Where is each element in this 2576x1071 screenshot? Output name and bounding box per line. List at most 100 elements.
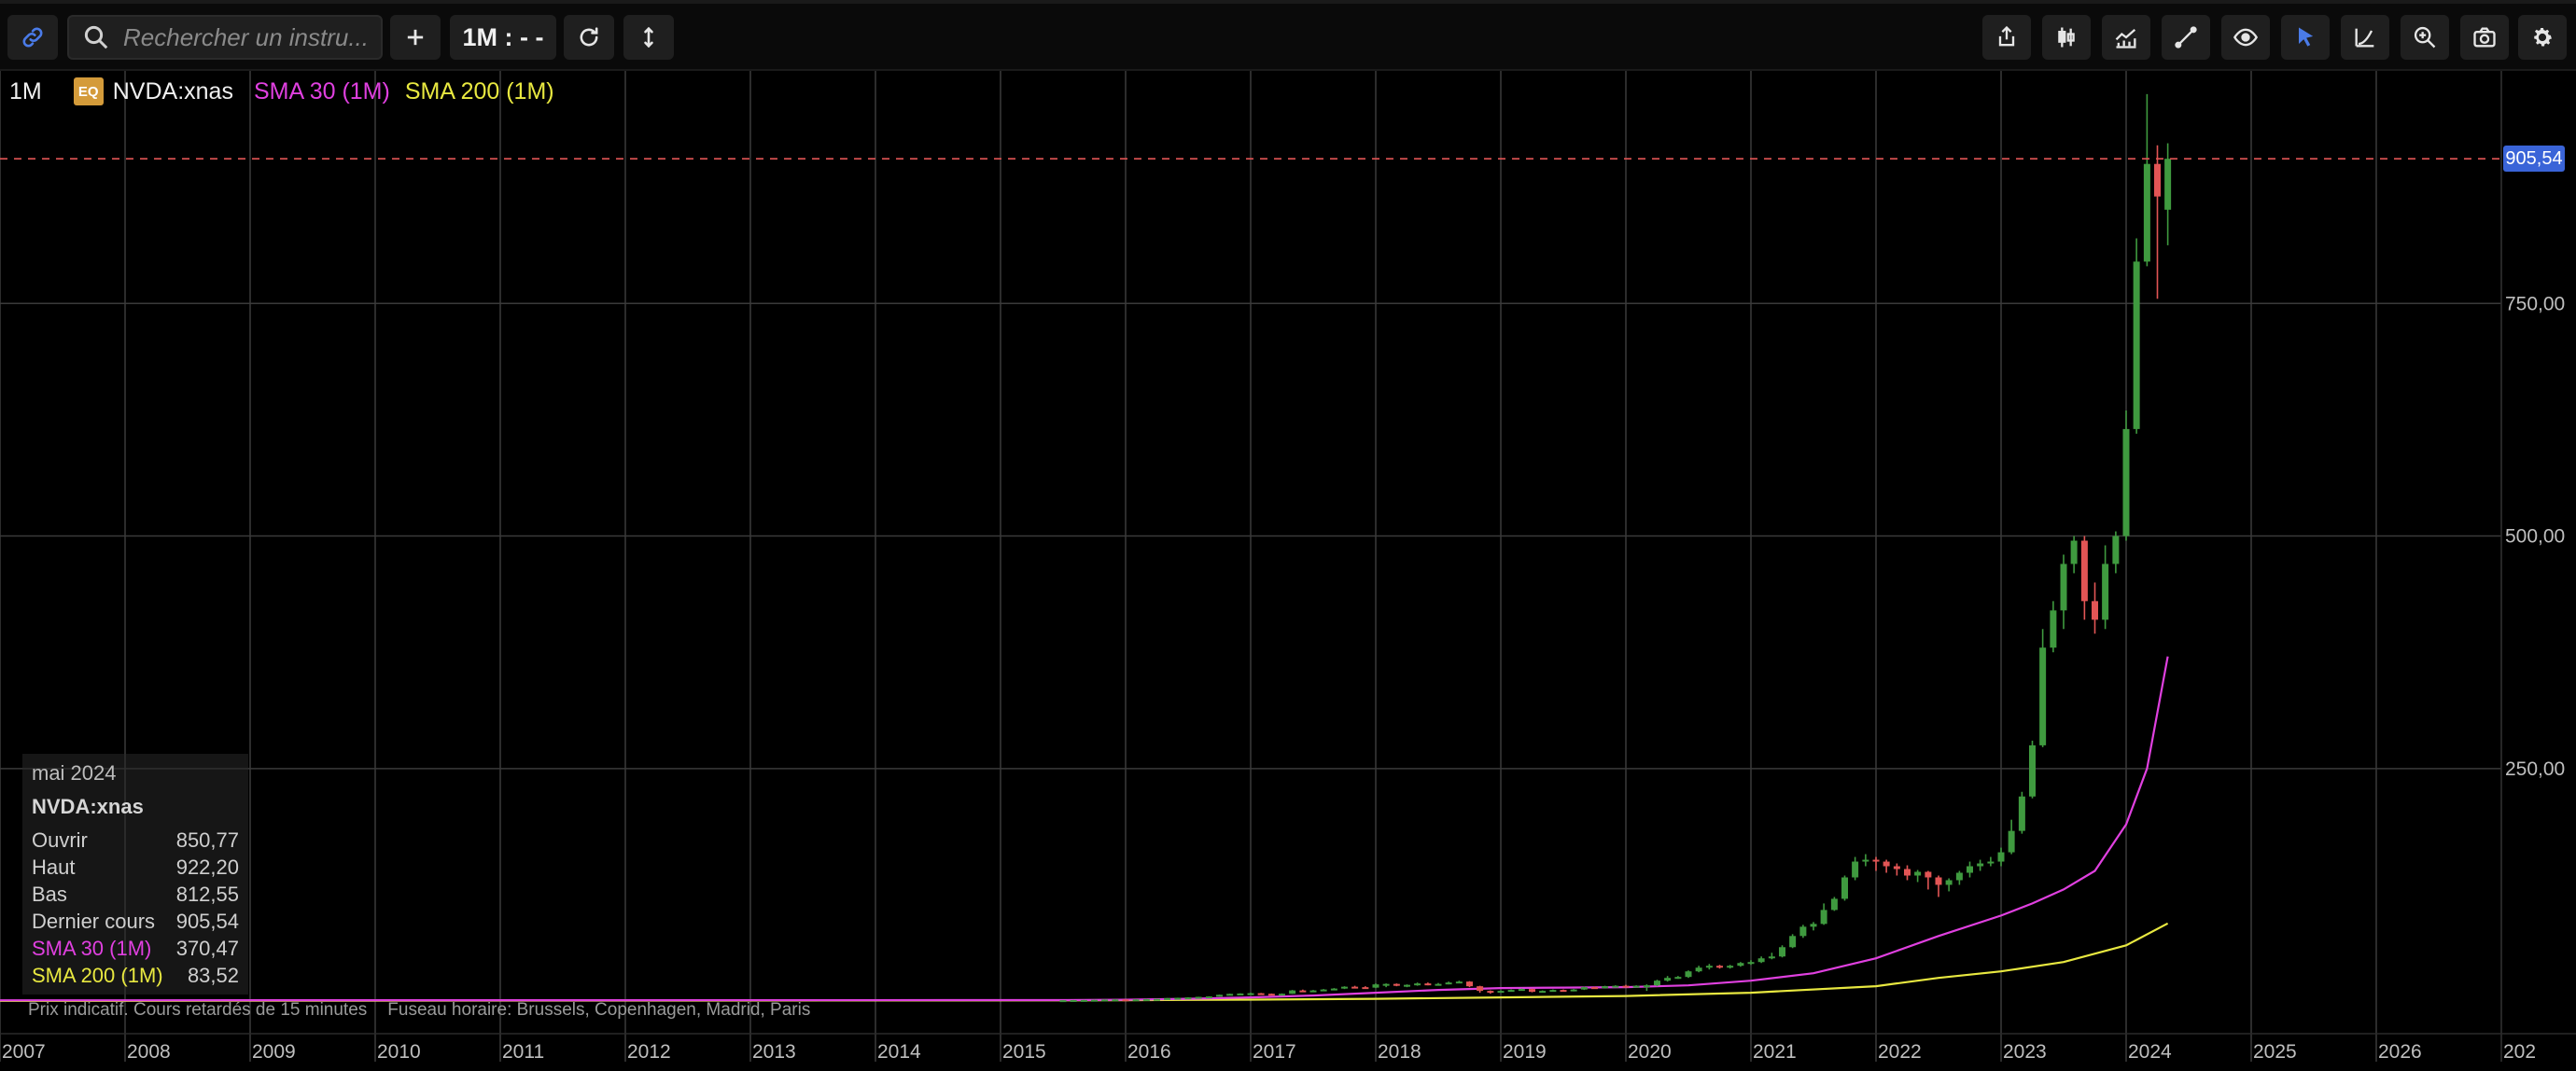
info-value: 83,52 (187, 963, 239, 987)
candle-body (1299, 990, 1307, 993)
info-label: Dernier cours (32, 909, 156, 933)
cursor-button[interactable] (2281, 15, 2330, 60)
candle-body (1414, 983, 1421, 986)
more-vertical-icon (644, 26, 653, 49)
candle (2008, 819, 2015, 855)
more-button[interactable] (623, 15, 674, 60)
candle-body (1351, 986, 1359, 989)
candle-body (1560, 990, 1567, 993)
x-tick-label: 2019 (1503, 1041, 1547, 1063)
curve-button[interactable] (2341, 15, 2389, 60)
sma200-line (0, 922, 2169, 1002)
candle (1602, 985, 1609, 989)
x-tick-label: 2025 (2253, 1041, 2297, 1063)
x-tick-label: 2008 (127, 1041, 171, 1063)
draw-line-button[interactable] (2162, 15, 2210, 60)
candle-body (1904, 869, 1911, 876)
candle-body (1632, 985, 1640, 988)
candle (1195, 996, 1202, 999)
candle-body (2143, 163, 2150, 262)
candle (1810, 922, 1817, 931)
candle (1612, 985, 1619, 988)
candle-body (1883, 861, 1890, 867)
candle (1967, 861, 1973, 878)
candle (1267, 993, 1275, 996)
candle-body (1820, 910, 1827, 925)
settings-button[interactable] (2518, 15, 2567, 60)
ohlc-info-box: mai 2024 NVDA:xnas Ouvrir 850,77 Haut 922,… (22, 754, 248, 994)
info-month: mai 2024 (32, 761, 117, 785)
candle (1070, 999, 1077, 1003)
chart-type-button[interactable] (2042, 15, 2091, 60)
link-button[interactable] (7, 15, 58, 60)
info-row-open: Ouvrir 850,77 (32, 827, 239, 854)
add-button[interactable] (390, 15, 441, 60)
gear-icon (2534, 27, 2552, 47)
x-tick-label: 2023 (2003, 1041, 2047, 1063)
candle (1174, 997, 1182, 1000)
screenshot-button[interactable] (2460, 15, 2509, 60)
zoom-button[interactable] (2401, 15, 2449, 60)
candle-body (1779, 947, 1785, 957)
info-label: Bas (32, 882, 67, 906)
candle (1591, 986, 1598, 990)
candle (2133, 238, 2140, 434)
candle (2112, 531, 2120, 574)
candle (1893, 863, 1900, 876)
x-tick-label: 2024 (2128, 1041, 2172, 1063)
candle-body (1539, 991, 1547, 994)
legend-sma30[interactable]: SMA 30 (1M) (253, 77, 390, 104)
candle (1529, 988, 1535, 993)
grid-lines (0, 71, 2576, 1062)
candle (1226, 994, 1234, 996)
candle (1216, 994, 1223, 997)
candle (2102, 545, 2109, 630)
sma30-series (0, 656, 2169, 1002)
candle (2070, 536, 2078, 574)
share-button[interactable] (1982, 15, 2031, 60)
candle (1987, 856, 1995, 867)
legend-sma200[interactable]: SMA 200 (1M) (404, 77, 554, 104)
visibility-button[interactable] (2221, 15, 2270, 60)
candle (1372, 983, 1379, 989)
candle (1955, 870, 1963, 885)
search-input[interactable] (121, 21, 377, 53)
search-box[interactable] (67, 15, 383, 60)
candle-body (2018, 796, 2025, 831)
refresh-button[interactable] (564, 15, 614, 60)
candle (1154, 998, 1160, 1001)
candle (1914, 869, 1922, 883)
x-tick-label: 2020 (1628, 1041, 1672, 1063)
candle-body (1737, 963, 1744, 967)
trend-line-icon (2175, 26, 2197, 49)
candle-body (1654, 981, 1660, 986)
candle (1059, 1000, 1067, 1003)
candle (1309, 990, 1317, 993)
legend-symbol[interactable]: NVDA:xnas (112, 77, 233, 104)
last-price-tag: 905,54 (2503, 146, 2565, 173)
candle-body (1466, 981, 1473, 987)
candle-body (1174, 997, 1182, 1000)
candle-body (1529, 989, 1535, 993)
candle-body (1091, 999, 1098, 1002)
candle (2080, 536, 2088, 620)
candle-body (1279, 994, 1285, 996)
candle (2154, 145, 2161, 299)
share-icon (1998, 25, 2015, 47)
timeframe-button[interactable]: 1M : - - (450, 15, 556, 60)
info-row-low: Bas 812,55 (32, 881, 239, 908)
indicators-button[interactable] (2102, 15, 2150, 60)
candle (1351, 985, 1359, 989)
candle-body (1935, 877, 1942, 885)
candle (1632, 985, 1640, 988)
candle (1997, 847, 2005, 867)
candle-body (2164, 159, 2172, 210)
candle (2122, 410, 2130, 541)
candle (1237, 993, 1244, 995)
candle-body (1977, 863, 1984, 867)
candle-body (1195, 996, 1202, 999)
candle-body (1080, 999, 1087, 1002)
candle (1414, 982, 1421, 986)
candle (1757, 956, 1765, 964)
